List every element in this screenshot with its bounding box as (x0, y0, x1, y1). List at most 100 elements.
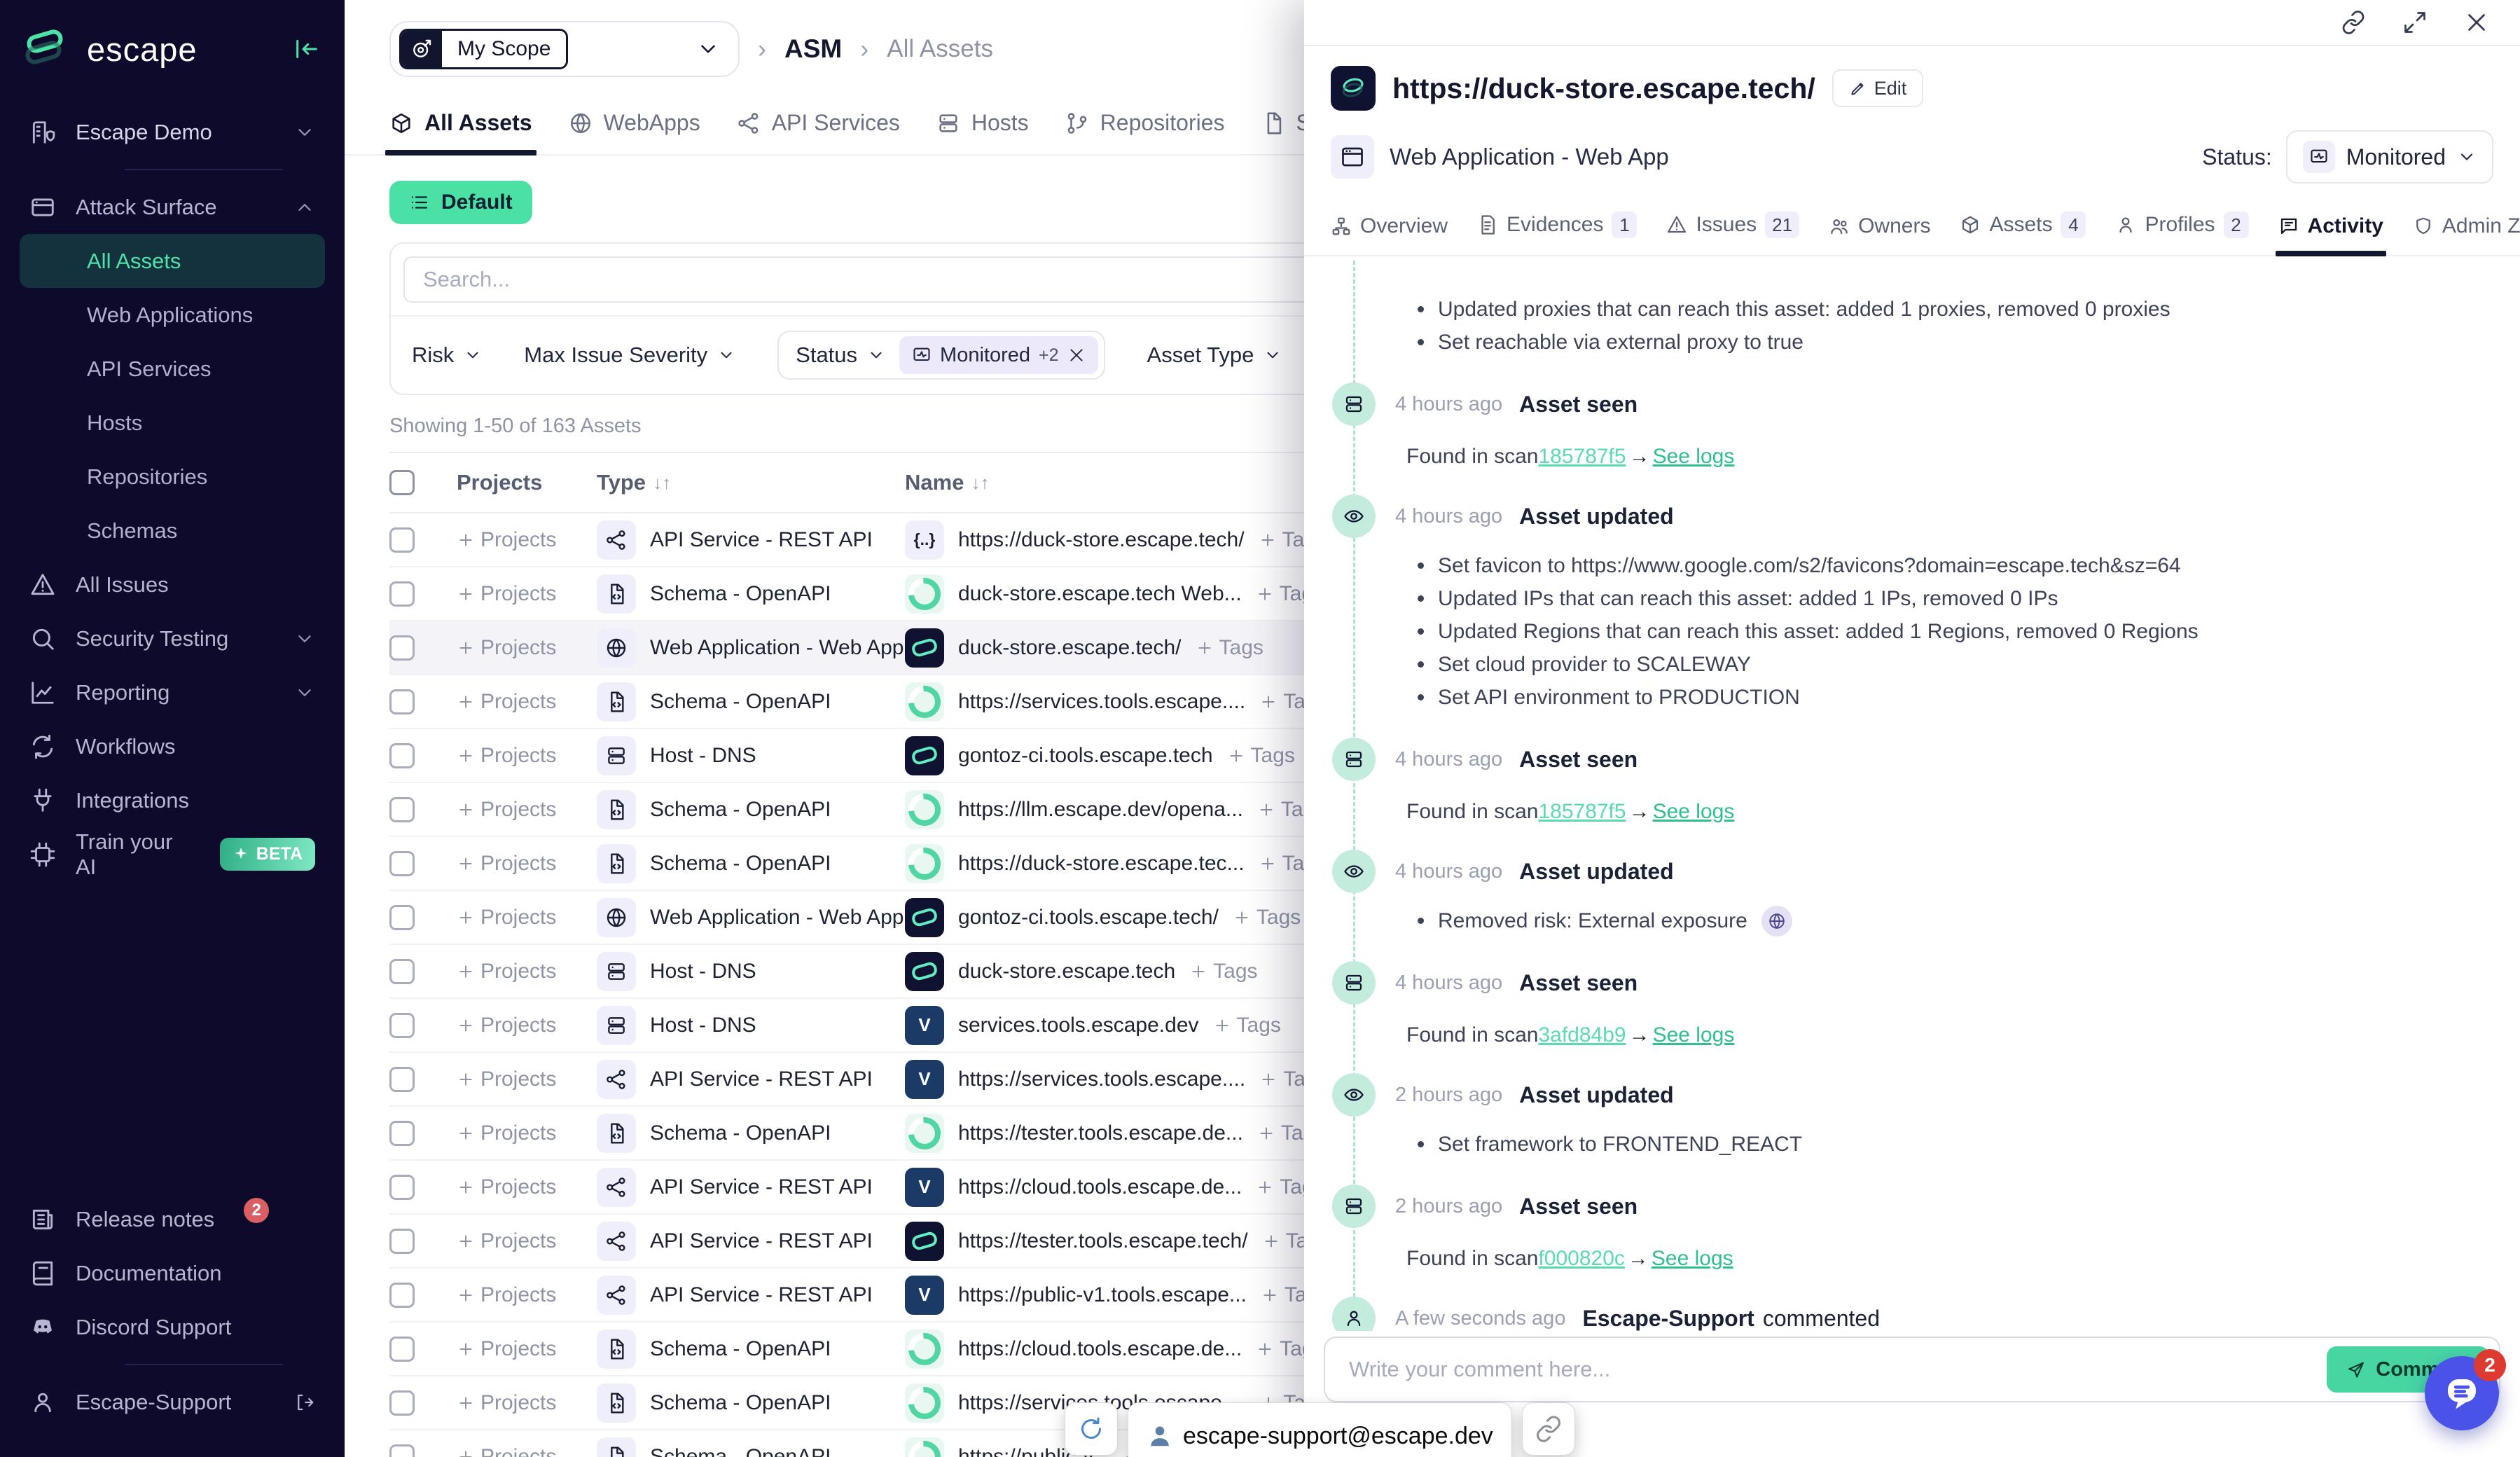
table-row[interactable]: Projects Schema - OpenAPI (389, 783, 1370, 837)
scan-id-link[interactable]: 185787f5 (1538, 800, 1626, 823)
link-icon[interactable] (1521, 1402, 1575, 1456)
table-row[interactable]: Projects Web Application - Web App (389, 891, 1370, 945)
header-type[interactable]: Type ↓↑ (597, 470, 672, 495)
see-logs-link[interactable]: See logs (1652, 800, 1735, 823)
asset-name[interactable]: services.tools.escape.dev (958, 1013, 1199, 1037)
asset-name[interactable]: gontoz-ci.tools.escape.tech/ (958, 905, 1219, 929)
table-row[interactable]: Projects Host - DNS (389, 945, 1370, 999)
table-row[interactable]: Projects Schema - OpenAPI (389, 675, 1370, 729)
add-projects-button[interactable]: Projects (457, 1229, 597, 1253)
add-tags-button[interactable]: Tags (1196, 636, 1264, 660)
add-projects-button[interactable]: Projects (457, 798, 597, 822)
add-projects-button[interactable]: Projects (457, 906, 597, 930)
add-projects-button[interactable]: Projects (457, 1068, 597, 1091)
sidebar-item-security-testing[interactable]: Security Testing (20, 612, 325, 665)
sidebar-item-documentation[interactable]: Documentation (20, 1246, 325, 1300)
refresh-icon[interactable] (1065, 1402, 1118, 1456)
add-tags-button[interactable]: Tags (1227, 744, 1295, 768)
tab-webapps[interactable]: WebApps (569, 110, 700, 154)
row-checkbox[interactable] (389, 850, 415, 876)
sidebar-item-train-your-ai[interactable]: Train your AI BETA (20, 827, 325, 881)
add-projects-button[interactable]: Projects (457, 1121, 597, 1145)
sidebar-item-workflows[interactable]: Workflows (20, 719, 325, 773)
see-logs-link[interactable]: See logs (1652, 445, 1735, 468)
sidebar-item-hosts[interactable]: Hosts (87, 410, 143, 435)
add-projects-button[interactable]: Projects (457, 528, 597, 552)
add-projects-button[interactable]: Projects (457, 1445, 597, 1457)
edit-button[interactable]: Edit (1832, 69, 1924, 107)
table-row[interactable]: Projects API Service - REST API (389, 1215, 1370, 1269)
table-row[interactable]: Projects API Service - REST API (389, 1053, 1370, 1107)
asset-name[interactable]: https://services.tools.escape.... (958, 1067, 1246, 1091)
row-checkbox[interactable] (389, 1012, 415, 1038)
tab-issues[interactable]: Issues 21 (1666, 212, 1800, 255)
asset-name[interactable]: https://cloud.tools.escape.de... (958, 1337, 1242, 1360)
status-dropdown[interactable]: Monitored (2285, 130, 2493, 184)
row-checkbox[interactable] (389, 1444, 415, 1457)
tab-overview[interactable]: Overview (1331, 214, 1448, 255)
search-input[interactable] (403, 256, 1356, 303)
table-row[interactable]: Projects API Service - REST API (389, 1161, 1370, 1215)
remove-filter-icon[interactable] (1067, 346, 1086, 364)
add-projects-button[interactable]: Projects (457, 1014, 597, 1037)
tab-all-assets[interactable]: All Assets (385, 110, 536, 156)
asset-name[interactable]: gontoz-ci.tools.escape.tech (958, 743, 1213, 767)
tab-owners[interactable]: Owners (1829, 214, 1930, 255)
table-row[interactable]: Projects Schema - OpenAPI (389, 837, 1370, 891)
asset-name[interactable]: https://tester.tools.escape.de... (958, 1121, 1243, 1145)
row-checkbox[interactable] (389, 743, 415, 768)
sidebar-item-api-services[interactable]: API Services (87, 356, 212, 381)
logout-icon[interactable] (294, 1392, 315, 1413)
row-checkbox[interactable] (389, 1228, 415, 1254)
sidebar-item-repositories[interactable]: Repositories (87, 464, 208, 489)
add-tags-button[interactable]: Tags (1189, 960, 1258, 983)
sidebar-item-web-applications[interactable]: Web Applications (87, 302, 254, 327)
select-all-checkbox[interactable] (389, 470, 415, 495)
default-view-button[interactable]: Default (389, 181, 532, 224)
asset-name[interactable]: https://tester.tools.escape.tech/ (958, 1229, 1248, 1252)
autofill-suggestion[interactable]: escape-support@escape.dev (1128, 1402, 1512, 1457)
row-checkbox[interactable] (389, 1066, 415, 1092)
table-row[interactable]: Projects Schema - OpenAPI (389, 1323, 1370, 1376)
row-checkbox[interactable] (389, 527, 415, 553)
row-checkbox[interactable] (389, 904, 415, 930)
org-switcher[interactable]: Escape Demo (20, 105, 325, 159)
tab-repositories[interactable]: Repositories (1065, 110, 1225, 154)
asset-name[interactable]: https://public-v1.tools.escape... (958, 1283, 1247, 1306)
expand-icon[interactable] (2402, 10, 2428, 35)
asset-name[interactable]: https://cloud.tools.escape.de... (958, 1175, 1242, 1199)
see-logs-link[interactable]: See logs (1651, 1247, 1733, 1270)
tab-assets[interactable]: Assets 4 (1960, 212, 2086, 255)
table-row[interactable]: Projects Schema - OpenAPI (389, 1107, 1370, 1161)
add-tags-button[interactable]: Tags (1233, 906, 1301, 930)
scan-id-link[interactable]: 185787f5 (1538, 445, 1626, 468)
tab-admin-zone[interactable]: Admin Zone (2413, 214, 2520, 255)
tab-api-services[interactable]: API Services (737, 110, 900, 154)
filter-max-issue-severity[interactable]: Max Issue Severity (524, 343, 735, 368)
sidebar-item-release-notes[interactable]: Release notes 2 (20, 1192, 325, 1246)
row-checkbox[interactable] (389, 1336, 415, 1362)
table-row[interactable]: Projects API Service - REST API (389, 1269, 1370, 1323)
row-checkbox[interactable] (389, 635, 415, 661)
asset-name[interactable]: duck-store.escape.tech (958, 959, 1176, 983)
filter-status[interactable]: Status (796, 343, 885, 368)
breadcrumb-asm[interactable]: ASM (784, 34, 843, 63)
collapse-sidebar-icon[interactable] (293, 35, 321, 63)
scan-id-link[interactable]: f000820c (1538, 1247, 1625, 1270)
table-row[interactable]: Projects API Service - REST API (389, 513, 1370, 567)
row-checkbox[interactable] (389, 796, 415, 822)
status-monitored-chip[interactable]: Monitored +2 (899, 336, 1098, 374)
asset-name[interactable]: duck-store.escape.tech Web... (958, 581, 1242, 605)
asset-name[interactable]: https://duck-store.escape.tec... (958, 851, 1245, 875)
add-projects-button[interactable]: Projects (457, 1175, 597, 1199)
sidebar-section-attack-surface[interactable]: Attack Surface (20, 180, 325, 234)
scope-selector[interactable]: My Scope (389, 21, 740, 77)
filter-risk[interactable]: Risk (412, 343, 482, 368)
asset-name[interactable]: duck-store.escape.tech/ (958, 635, 1182, 659)
add-projects-button[interactable]: Projects (457, 636, 597, 660)
tab-activity[interactable]: Activity (2275, 214, 2387, 256)
see-logs-link[interactable]: See logs (1652, 1023, 1735, 1047)
sidebar-user[interactable]: Escape-Support (20, 1375, 325, 1429)
tab-evidences[interactable]: Evidences 1 (1477, 212, 1638, 255)
asset-name[interactable]: https://llm.escape.dev/opena... (958, 797, 1243, 821)
